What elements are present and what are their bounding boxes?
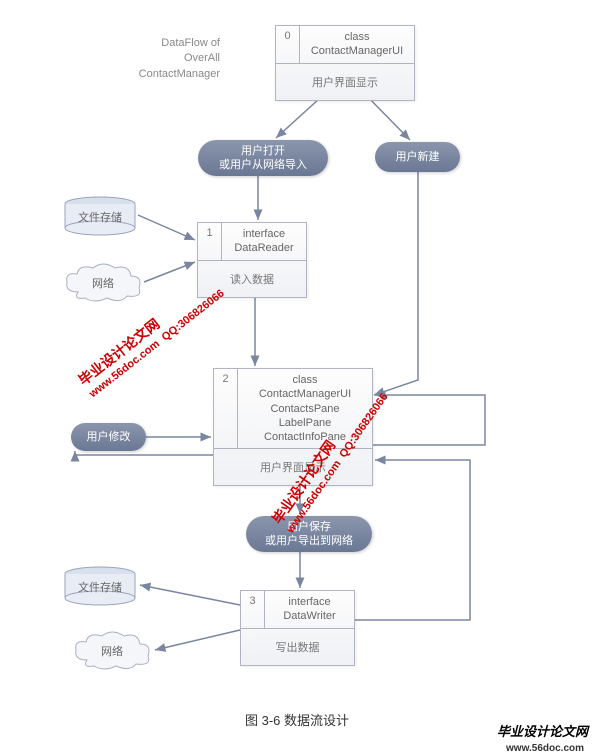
node-3-writer: 3 interfaceDataWriter 写出数据 — [240, 590, 355, 666]
svg-text:文件存储: 文件存储 — [78, 580, 122, 594]
pill-open-import: 用户打开或用户从网络导入 — [198, 140, 328, 176]
node-0-num: 0 — [276, 26, 300, 63]
node-0-ui: 0 classContactManagerUI 用户界面显示 — [275, 25, 415, 101]
diagram-title: DataFlow of OverAll ContactManager — [100, 36, 220, 82]
storage-network-2: 网络 — [72, 630, 154, 677]
node-1-num: 1 — [198, 223, 222, 260]
storage-file-1: 文件存储 — [63, 196, 138, 241]
node-3-num: 3 — [241, 591, 265, 628]
figure-caption: 图 3-6 数据流设计 — [0, 710, 594, 729]
node-1-title: interfaceDataReader — [222, 223, 306, 260]
node-1-body: 读入数据 — [198, 261, 306, 297]
node-2-panes: 2 classContactManagerUIContactsPaneLabel… — [213, 368, 373, 486]
pill-modify: 用户修改 — [71, 423, 146, 451]
svg-text:网络: 网络 — [92, 276, 114, 290]
node-3-body: 写出数据 — [241, 629, 354, 665]
node-2-num: 2 — [214, 369, 238, 448]
pill-save-export: 用户保存或用户导出到网络 — [246, 516, 372, 552]
svg-text:文件存储: 文件存储 — [78, 210, 122, 224]
node-1-reader: 1 interfaceDataReader 读入数据 — [197, 222, 307, 298]
node-2-title: classContactManagerUIContactsPaneLabelPa… — [238, 369, 372, 448]
title-line2: OverAll ContactManager — [139, 52, 220, 79]
watermark-footer-url: www.56doc.com — [506, 743, 584, 754]
svg-text:网络: 网络 — [101, 644, 123, 658]
diagram-canvas: DataFlow of OverAll ContactManager 0 cla… — [0, 0, 594, 756]
pill-new: 用户新建 — [375, 142, 460, 172]
node-0-body: 用户界面显示 — [276, 64, 414, 100]
title-line1: DataFlow of — [161, 37, 220, 49]
storage-file-2: 文件存储 — [63, 566, 138, 611]
node-0-title: classContactManagerUI — [300, 26, 414, 63]
node-3-title: interfaceDataWriter — [265, 591, 354, 628]
node-2-body: 用户界面显示 — [214, 449, 372, 485]
storage-network-1: 网络 — [63, 262, 145, 309]
